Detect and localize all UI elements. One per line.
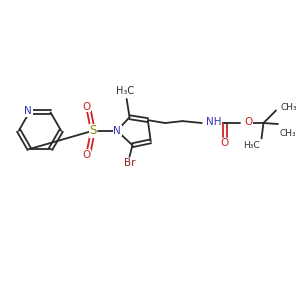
Text: CH₃: CH₃ [280,129,296,138]
Text: H₃C: H₃C [244,141,260,150]
Text: H₃C: H₃C [116,86,134,96]
Text: Br: Br [124,158,135,169]
Text: CH₃: CH₃ [281,103,297,112]
Text: NH: NH [206,117,221,127]
Text: O: O [221,138,229,148]
Text: O: O [82,102,90,112]
Text: N: N [113,126,121,136]
Text: N: N [25,106,32,116]
Text: S: S [89,124,97,137]
Text: O: O [82,150,90,160]
Text: O: O [244,117,252,127]
